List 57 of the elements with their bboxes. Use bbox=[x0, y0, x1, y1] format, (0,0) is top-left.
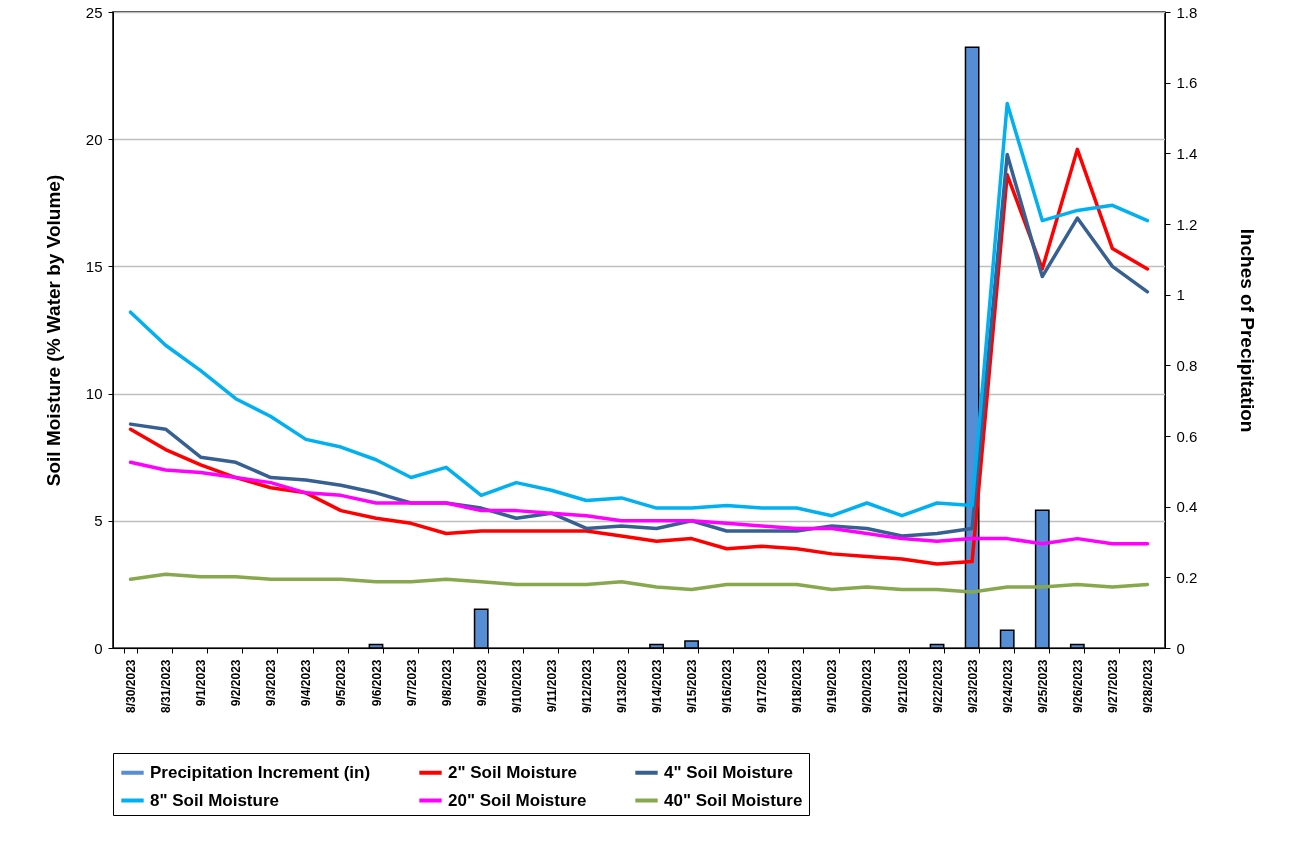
legend-label: Precipitation Increment (in) bbox=[150, 762, 371, 782]
x-tick-label: 9/13/2023 bbox=[614, 659, 629, 713]
x-tick-label: 9/14/2023 bbox=[650, 659, 665, 713]
x-tick-label: 9/16/2023 bbox=[720, 659, 735, 713]
y2-tick-label: 0.8 bbox=[1176, 356, 1198, 374]
x-tick-label: 9/18/2023 bbox=[790, 659, 805, 713]
x-tick-label: 9/26/2023 bbox=[1070, 659, 1085, 713]
y2-tick-label: 0.2 bbox=[1176, 568, 1198, 586]
y-tick-label: 5 bbox=[94, 512, 103, 530]
x-tick-label: 9/27/2023 bbox=[1105, 659, 1120, 713]
x-tick-label: 9/9/2023 bbox=[474, 659, 489, 707]
x-tick-label: 9/7/2023 bbox=[404, 659, 419, 707]
y-axis-title: Soil Moisture (% Water by Volume) bbox=[42, 174, 64, 487]
x-tick-label: 9/25/2023 bbox=[1035, 659, 1050, 713]
y2-tick-label: 1 bbox=[1176, 286, 1185, 304]
x-tick-label: 9/23/2023 bbox=[965, 659, 980, 713]
y-tick-label: 0 bbox=[94, 639, 103, 657]
legend-label: 20" Soil Moisture bbox=[448, 790, 587, 810]
x-tick-label: 9/17/2023 bbox=[755, 659, 770, 713]
x-tick-label: 8/30/2023 bbox=[124, 659, 139, 713]
x-tick-label: 9/3/2023 bbox=[264, 659, 279, 707]
y-tick-label: 10 bbox=[85, 385, 103, 403]
line-series bbox=[128, 572, 1150, 594]
x-tick-label: 9/4/2023 bbox=[299, 659, 314, 707]
x-tick-label: 9/11/2023 bbox=[544, 659, 559, 713]
y-tick-label: 25 bbox=[85, 3, 103, 21]
y2-tick-label: 0.6 bbox=[1176, 427, 1198, 445]
y-tick-label: 20 bbox=[85, 130, 103, 148]
x-tick-label: 9/2/2023 bbox=[229, 659, 244, 707]
y2-axis-title: Inches of Precipitation bbox=[1237, 228, 1259, 433]
legend-label: 8" Soil Moisture bbox=[150, 790, 279, 810]
x-tick-label: 9/19/2023 bbox=[825, 659, 840, 713]
line-series bbox=[128, 460, 1150, 546]
y2-tick-label: 0.4 bbox=[1176, 498, 1198, 516]
legend-label: 40" Soil Moisture bbox=[664, 790, 803, 810]
x-tick-label: 9/6/2023 bbox=[369, 659, 384, 707]
x-tick-label: 9/15/2023 bbox=[685, 659, 700, 713]
y2-tick-label: 1.6 bbox=[1176, 74, 1198, 92]
x-tick-label: 9/21/2023 bbox=[895, 659, 910, 713]
x-tick-label: 9/5/2023 bbox=[334, 659, 349, 707]
y2-tick-label: 1.4 bbox=[1176, 144, 1198, 162]
x-tick-label: 9/1/2023 bbox=[194, 659, 209, 707]
y2-tick-label: 1.2 bbox=[1176, 215, 1198, 233]
x-tick-label: 9/20/2023 bbox=[860, 659, 875, 713]
x-tick-label: 8/31/2023 bbox=[159, 659, 174, 713]
x-tick-label: 9/22/2023 bbox=[930, 659, 945, 713]
x-tick-label: 9/10/2023 bbox=[509, 659, 524, 713]
line-series bbox=[128, 101, 1150, 518]
x-tick-label: 9/24/2023 bbox=[1000, 659, 1015, 713]
legend-label: 2" Soil Moisture bbox=[448, 762, 577, 782]
x-tick-label: 9/12/2023 bbox=[579, 659, 594, 713]
y2-tick-label: 1.8 bbox=[1176, 3, 1198, 21]
y-tick-label: 15 bbox=[85, 257, 103, 275]
x-tick-label: 9/8/2023 bbox=[439, 659, 454, 707]
y2-tick-label: 0 bbox=[1176, 639, 1185, 657]
x-tick-label: 9/28/2023 bbox=[1140, 659, 1155, 713]
legend-label: 4" Soil Moisture bbox=[664, 762, 793, 782]
